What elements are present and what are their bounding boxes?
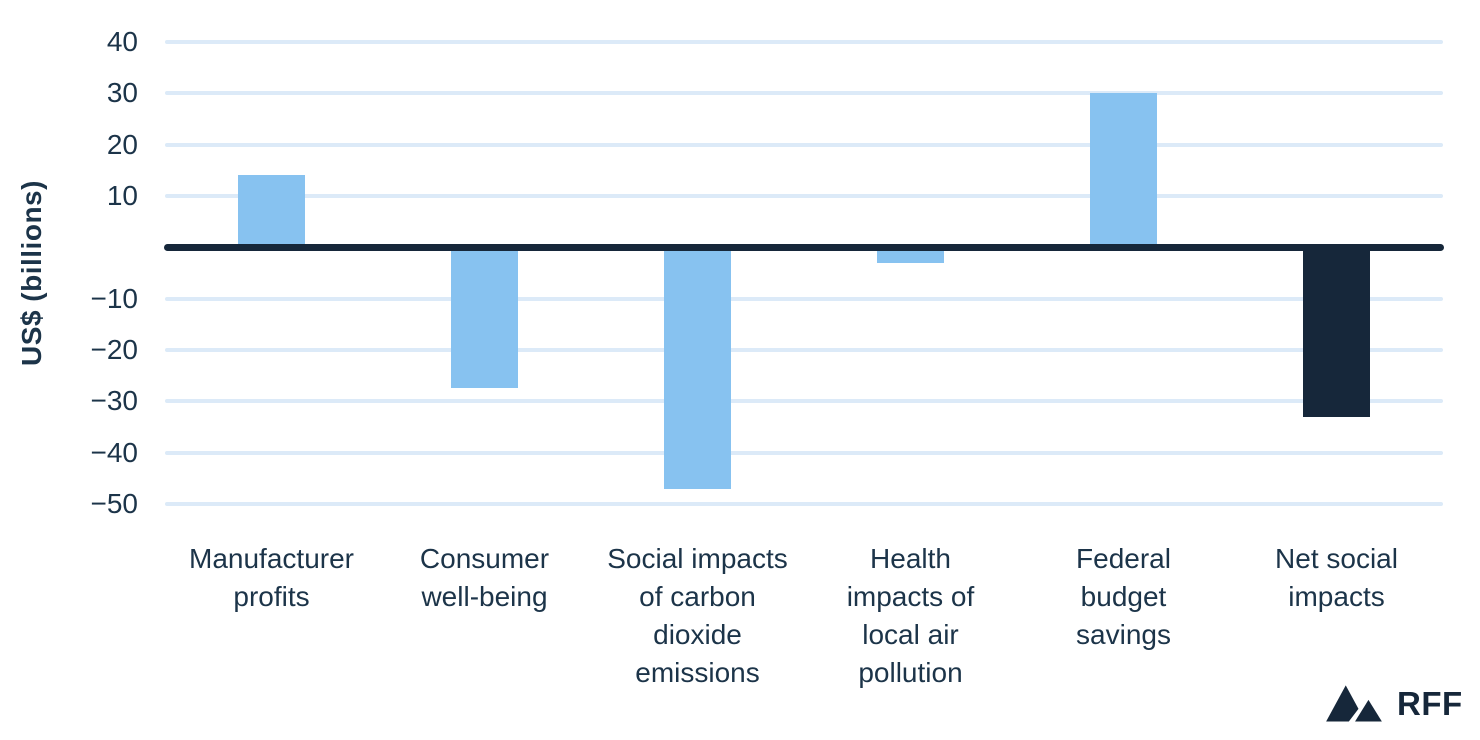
zero-axis-line	[164, 243, 1444, 251]
bar-federal-budget-savings	[1090, 93, 1157, 248]
y-tick-label--50: −50	[90, 488, 139, 519]
gridline--30	[165, 399, 1443, 404]
bar-consumer-well-being	[451, 247, 518, 389]
bar-net-social-impacts	[1303, 247, 1370, 417]
gridline-10	[165, 194, 1443, 198]
category-label-social-impacts-of-carbon-dioxide-emissions: Social impacts of carbon dioxide emissio…	[607, 543, 788, 688]
bar-health-impacts-of-local-air-pollution	[877, 247, 944, 263]
gridline--40	[165, 450, 1443, 455]
rff-logo-text: RFF	[1397, 685, 1463, 722]
y-tick-label--30: −30	[90, 385, 139, 417]
y-tick-label--10: −10	[90, 282, 139, 314]
gridline--20	[165, 348, 1443, 352]
category-label-federal-budget-savings: Federal budget savings	[1076, 543, 1171, 650]
y-tick-label--20: −20	[90, 334, 139, 365]
gridline--10	[165, 296, 1443, 301]
y-tick-label--40: −40	[90, 436, 139, 468]
rff-logo: RFF	[1322, 684, 1463, 724]
category-label-net-social-impacts: Net social impacts	[1275, 543, 1398, 612]
gridline-40	[165, 40, 1443, 44]
gridline--50	[165, 502, 1443, 506]
gridline-20	[165, 142, 1443, 147]
rff-mountains-icon	[1326, 685, 1385, 722]
category-label-health-impacts-of-local-air-pollution: Health impacts of local air pollution	[846, 543, 975, 688]
y-tick-label-10: 10	[106, 180, 138, 211]
category-label-consumer-well-being: Consumer well-being	[419, 543, 550, 612]
bar-manufacturer-profits	[238, 175, 305, 248]
y-tick-label-20: 20	[106, 128, 138, 160]
bar-social-impacts-of-carbon-dioxide-emissions	[664, 247, 731, 489]
gridline-30	[165, 91, 1443, 96]
category-label-manufacturer-profits: Manufacturer profits	[189, 543, 354, 612]
y-tick-label-40: 40	[106, 26, 138, 57]
y-tick-label-30: 30	[106, 77, 138, 109]
